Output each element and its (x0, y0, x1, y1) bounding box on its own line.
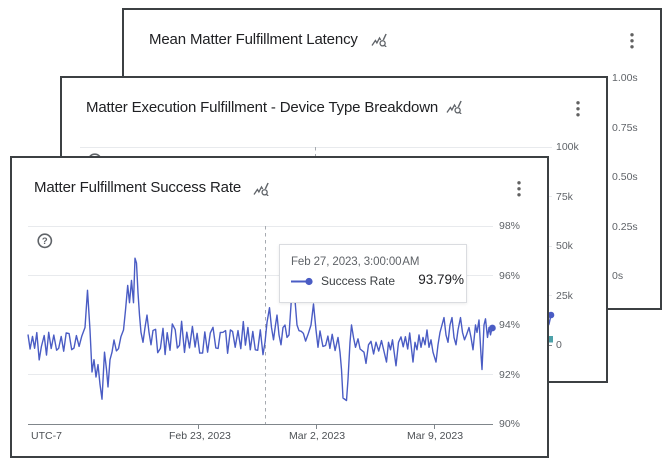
svg-text:?: ? (42, 236, 48, 247)
